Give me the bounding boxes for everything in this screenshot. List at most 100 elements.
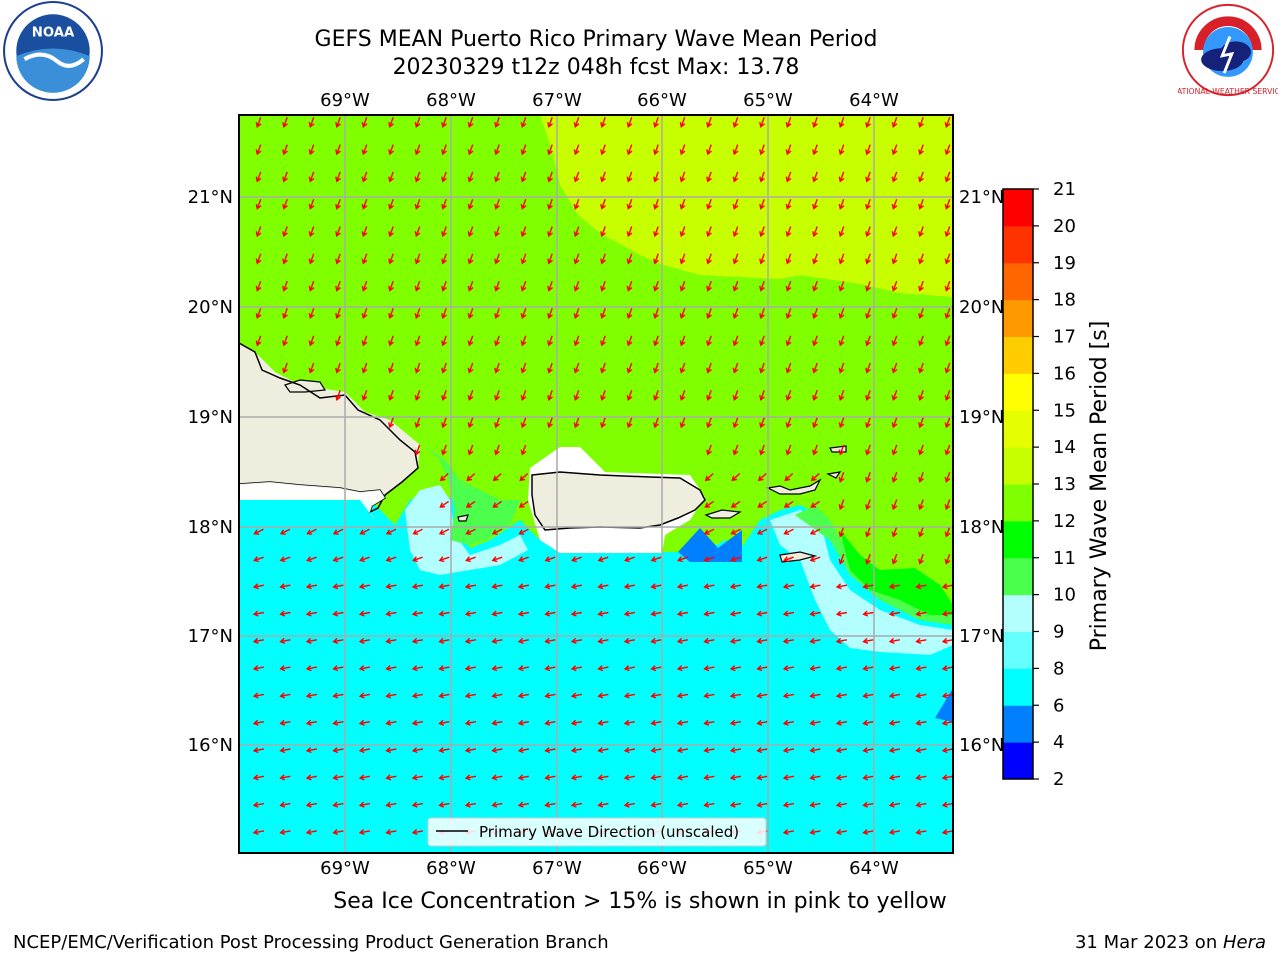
wave-arrow-icon (494, 280, 500, 292)
wave-arrow-icon (279, 665, 291, 672)
wave-arrow-icon (411, 801, 424, 808)
wave-arrow-icon (706, 198, 712, 210)
wave-arrow-icon (944, 444, 951, 456)
wave-arrow-icon (865, 471, 871, 483)
wave-arrow-icon (812, 444, 818, 456)
lon-label: 69°W (320, 858, 370, 879)
period-9-10-region (405, 485, 528, 575)
wave-arrow-icon (464, 774, 477, 781)
wave-arrow-icon (279, 774, 291, 781)
wave-arrow-icon (732, 362, 739, 374)
wave-arrow-icon (679, 362, 686, 374)
lon-label: 67°W (532, 90, 582, 111)
wave-arrow-icon (547, 144, 553, 156)
wave-arrow-icon (491, 528, 503, 535)
wave-arrow-icon (865, 144, 871, 156)
wave-arrow-icon (414, 417, 421, 429)
hispaniola-land (239, 343, 420, 503)
wave-arrow-icon (888, 692, 901, 699)
wave-arrow-icon (918, 253, 924, 265)
wave-arrow-icon (915, 774, 927, 781)
colorbar-bin (1003, 373, 1033, 411)
wave-arrow-icon (547, 171, 553, 183)
wave-arrow-icon (862, 692, 874, 699)
wave-arrow-icon (282, 362, 288, 374)
wave-arrow-icon (918, 417, 924, 429)
wave-arrow-icon (544, 692, 556, 699)
wave-arrow-icon (941, 719, 953, 726)
wave-arrow-icon (517, 692, 530, 699)
lat-label: 20°N (188, 297, 233, 318)
wave-arrow-icon (491, 556, 503, 563)
lat-label: 18°N (959, 517, 1004, 538)
wave-arrow-icon (944, 362, 951, 374)
wave-arrow-icon (915, 801, 927, 808)
wave-arrow-icon (679, 335, 686, 347)
wave-arrow-icon (464, 665, 477, 672)
wave-arrow-icon (782, 665, 795, 672)
wave-arrow-icon (703, 556, 715, 563)
wave-arrow-icon (255, 171, 262, 183)
wave-arrow-icon (809, 828, 821, 836)
wave-arrow-icon (411, 719, 424, 726)
wave-arrow-icon (706, 308, 712, 320)
wave-arrow-icon (838, 144, 845, 156)
wave-arrow-icon (388, 253, 394, 265)
wave-arrow-icon (944, 280, 951, 292)
wave-arrow-icon (597, 665, 609, 672)
wave-arrow-icon (782, 692, 795, 699)
wave-arrow-icon (414, 444, 421, 456)
wave-arrow-icon (547, 390, 553, 401)
wave-arrow-icon (838, 417, 845, 429)
wave-arrow-icon (308, 308, 315, 320)
wave-arrow-icon (305, 774, 318, 781)
wave-arrow-icon (676, 637, 689, 644)
wave-arrow-icon (706, 117, 712, 128)
wave-arrow-icon (650, 801, 662, 808)
colorbar-tick-label: 20 (1053, 216, 1076, 237)
wave-arrow-icon (865, 198, 871, 210)
wave-arrow-icon (785, 280, 792, 292)
map-frame (238, 114, 954, 854)
wave-arrow-icon (414, 253, 421, 265)
wave-arrow-icon (679, 226, 686, 238)
wave-arrow-icon (491, 774, 503, 781)
period-4-6-region (678, 528, 742, 562)
wave-arrow-icon (862, 637, 874, 644)
wave-arrow-icon (865, 280, 871, 292)
wave-arrow-icon (676, 801, 689, 808)
wave-arrow-icon (888, 747, 901, 754)
wave-arrow-icon (412, 528, 423, 535)
wave-arrow-icon (494, 117, 500, 128)
wave-arrow-icon (332, 556, 344, 563)
wave-arrow-icon (544, 801, 556, 808)
wave-arrow-icon (388, 171, 394, 183)
wave-arrow-icon (252, 719, 265, 726)
wave-arrow-icon (623, 747, 636, 754)
wave-arrow-icon (465, 500, 476, 508)
wave-arrow-icon (756, 583, 768, 590)
wave-arrow-icon (812, 171, 818, 183)
wave-arrow-icon (785, 198, 792, 210)
wave-arrow-icon (679, 117, 686, 128)
wave-arrow-icon (385, 801, 397, 808)
wave-arrow-icon (494, 253, 500, 265)
wave-arrow-icon (411, 692, 424, 699)
wave-arrow-icon (888, 828, 901, 836)
wave-arrow-icon (520, 417, 527, 429)
wave-arrow-icon (782, 774, 795, 781)
wave-arrow-icon (650, 774, 662, 781)
wave-arrow-icon (838, 362, 845, 374)
wave-arrow-icon (941, 774, 953, 781)
noaa-logo-icon: NOAA (3, 1, 103, 101)
wave-arrow-icon (597, 637, 609, 644)
wave-arrow-icon (570, 747, 583, 754)
period-9-10-region-east (770, 510, 953, 655)
wave-arrow-icon (520, 171, 527, 183)
wave-arrow-icon (891, 117, 898, 128)
wave-arrow-icon (626, 253, 633, 265)
wave-arrow-icon (626, 308, 633, 320)
wave-arrow-icon (600, 280, 606, 292)
wave-arrow-icon (865, 253, 871, 265)
wave-arrow-icon (335, 117, 341, 128)
